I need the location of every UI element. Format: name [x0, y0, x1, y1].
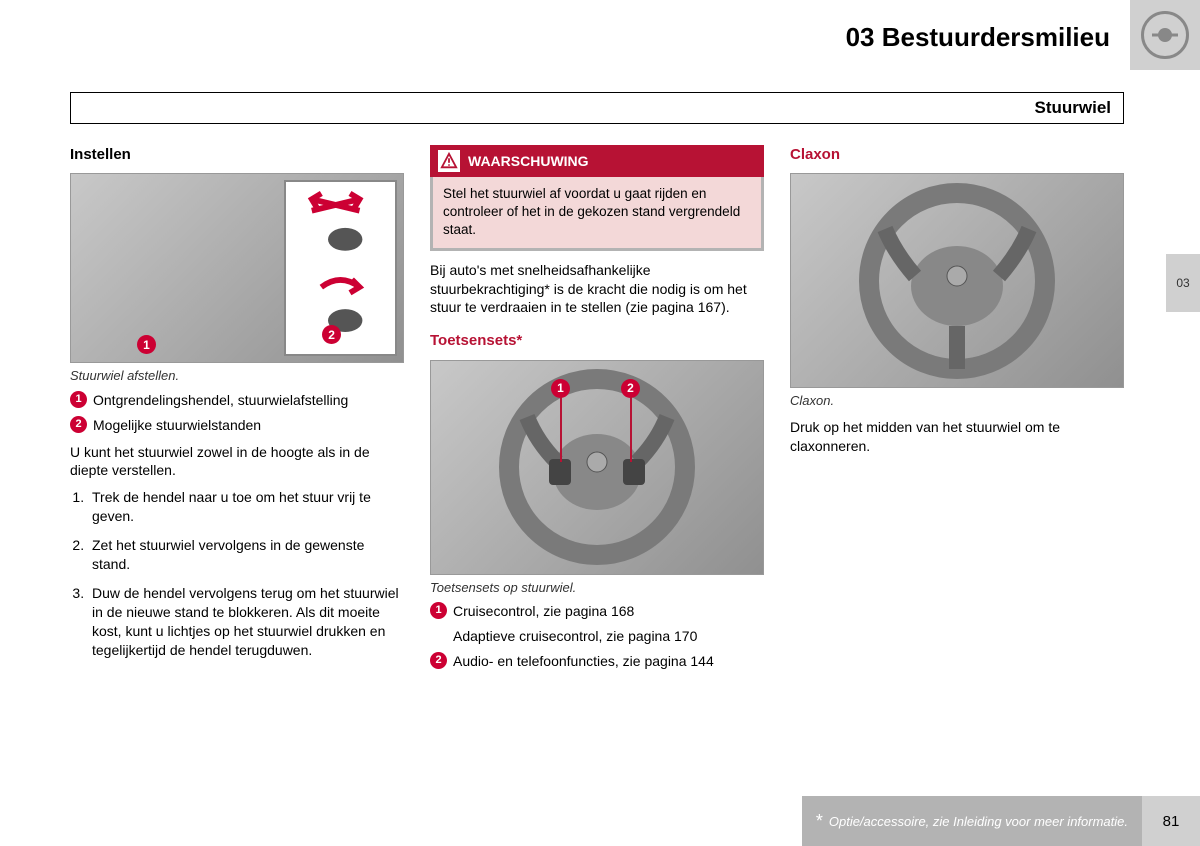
warning-triangle-icon: [438, 150, 460, 172]
section-title-bar: Stuurwiel: [70, 92, 1124, 124]
asterisk-icon: *: [816, 811, 823, 832]
column-2: WAARSCHUWING Stel het stuurwiel af voord…: [430, 145, 764, 766]
heading-claxon: Claxon: [790, 145, 1124, 165]
steering-wheel-icon: [1141, 11, 1189, 59]
column-1: Instellen 2 1 Stuurwiel afstellen. 1 Ont…: [70, 145, 404, 766]
marker-2-wheel: 2: [621, 379, 640, 398]
side-tab: 03: [1166, 254, 1200, 312]
heading-toetsensets: Toetsensets*: [430, 331, 764, 351]
arrows-icon: [286, 182, 395, 354]
page-number: 81: [1142, 796, 1200, 846]
footer-right: * Optie/accessoire, zie Inleiding voor m…: [802, 796, 1200, 846]
col2-marker-extra: Adaptieve cruisecontrol, zie pagina 170: [430, 627, 764, 646]
warning-title: WAARSCHUWING: [468, 152, 589, 171]
marker-1-icon: 1: [70, 391, 87, 408]
chapter-title: 03 Bestuurdersmilieu: [846, 22, 1110, 53]
step-3: Duw de hendel vervolgens terug om het st…: [88, 584, 404, 660]
col1-steps: Trek de hendel naar u toe om het stuur v…: [88, 488, 404, 659]
steering-wheel-illustration: [497, 367, 697, 567]
col1-para: U kunt het stuurwiel zowel in de hoogte …: [70, 443, 404, 481]
figure-keypad-wheel: 1 2: [430, 360, 764, 575]
warning-box: WAARSCHUWING Stel het stuurwiel af voord…: [430, 145, 764, 251]
section-title: Stuurwiel: [1034, 98, 1111, 118]
marker-1b-icon: 1: [430, 602, 447, 619]
figure-steering-adjust: 2 1: [70, 173, 404, 363]
step-2: Zet het stuurwiel vervolgens in de gewen…: [88, 536, 404, 574]
warning-body: Stel het stuurwiel af voordat u gaat rij…: [430, 177, 764, 251]
page-header: 03 Bestuurdersmilieu: [0, 0, 1200, 70]
marker-item-1: 1 Ontgrendelingshendel, stuurwielafstell…: [70, 391, 404, 410]
figure-inset: 2: [284, 180, 397, 356]
col2-para: Bij auto's met snelheidsafhankelijke stu…: [430, 261, 764, 318]
body-columns: Instellen 2 1 Stuurwiel afstellen. 1 Ont…: [70, 145, 1124, 766]
figure-caption-2: Toetsensets op stuurwiel.: [430, 579, 764, 597]
footer: * Optie/accessoire, zie Inleiding voor m…: [0, 796, 1200, 846]
figure-caption-1: Stuurwiel afstellen.: [70, 367, 404, 385]
step-1: Trek de hendel naar u toe om het stuur v…: [88, 488, 404, 526]
footer-note: * Optie/accessoire, zie Inleiding voor m…: [802, 796, 1142, 846]
chapter-icon-box: [1130, 0, 1200, 70]
steering-wheel-horn-illustration: [857, 181, 1057, 381]
marker-1-wheel: 1: [551, 379, 570, 398]
heading-instellen: Instellen: [70, 145, 404, 165]
col3-para: Druk op het midden van het stuurwiel om …: [790, 418, 1124, 456]
warning-header: WAARSCHUWING: [430, 145, 764, 177]
figure-horn-wheel: [790, 173, 1124, 388]
marker-item-2: 2 Mogelijke stuurwielstanden: [70, 416, 404, 435]
col2-marker-1: 1 Cruisecontrol, zie pagina 168: [430, 602, 764, 621]
marker-1-figure: 1: [137, 335, 156, 354]
marker-2-icon: 2: [70, 416, 87, 433]
figure-caption-3: Claxon.: [790, 392, 1124, 410]
column-3: Claxon Claxon. Druk op het midden van he…: [790, 145, 1124, 766]
col2-marker-2: 2 Audio- en telefoonfuncties, zie pagina…: [430, 652, 764, 671]
marker-2b-icon: 2: [430, 652, 447, 669]
